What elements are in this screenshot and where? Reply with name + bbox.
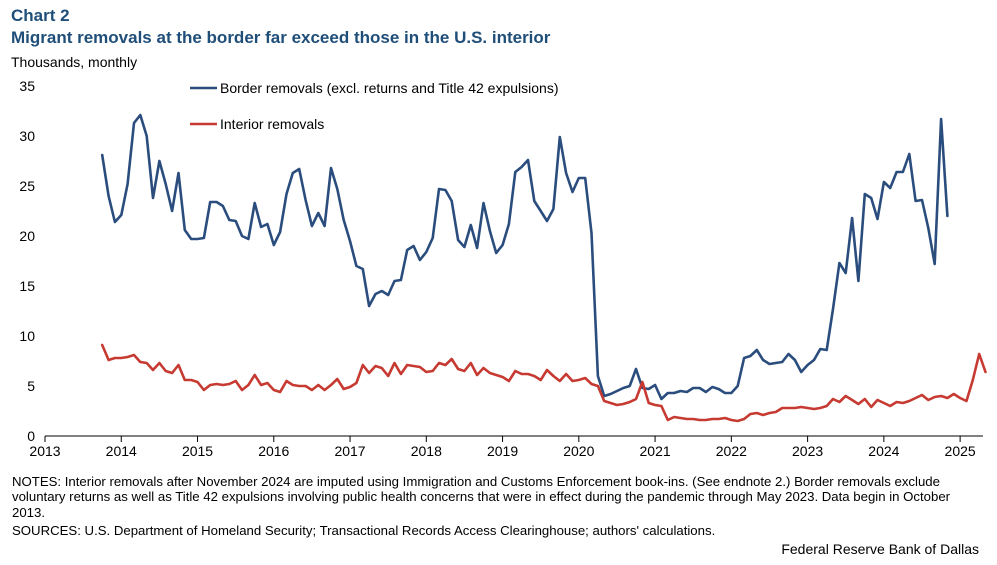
y-tick-label: 5: [27, 378, 35, 394]
x-tick-label: 2021: [640, 443, 671, 459]
y-tick-label: 0: [27, 428, 35, 444]
sources: SOURCES: U.S. Department of Homeland Sec…: [12, 523, 716, 538]
x-tick-label: 2016: [258, 443, 289, 459]
series-line-0: [100, 113, 949, 401]
chart-label: Chart 2: [11, 6, 70, 25]
chart-title: Migrant removals at the border far excee…: [11, 28, 551, 47]
credit: Federal Reserve Bank of Dallas: [781, 541, 979, 557]
y-tick-label: 25: [19, 178, 35, 194]
x-tick-label: 2018: [411, 443, 442, 459]
y-axis-unit-label: Thousands, monthly: [11, 54, 138, 70]
y-tick-label: 15: [19, 278, 35, 294]
y-tick-label: 20: [19, 228, 35, 244]
x-tick-label: 2013: [29, 443, 60, 459]
y-tick-label: 30: [19, 128, 35, 144]
x-tick-label: 2024: [868, 443, 899, 459]
legend-label: Border removals (excl. returns and Title…: [220, 80, 558, 96]
series-lines: [100, 113, 987, 423]
notes: NOTES: Interior removals after November …: [12, 474, 951, 520]
legend-label: Interior removals: [220, 116, 324, 132]
y-tick-label: 10: [19, 328, 35, 344]
x-tick-label: 2015: [182, 443, 213, 459]
x-tick-label: 2025: [945, 443, 976, 459]
x-tick-label: 2014: [106, 443, 137, 459]
legend: Border removals (excl. returns and Title…: [190, 80, 558, 132]
x-tick-label: 2023: [792, 443, 823, 459]
x-tick-label: 2017: [334, 443, 365, 459]
y-tick-label: 35: [19, 78, 35, 94]
x-tick-label: 2022: [716, 443, 747, 459]
series-line-1: [100, 343, 987, 423]
x-tick-label: 2020: [563, 443, 594, 459]
x-tick-label: 2019: [487, 443, 518, 459]
